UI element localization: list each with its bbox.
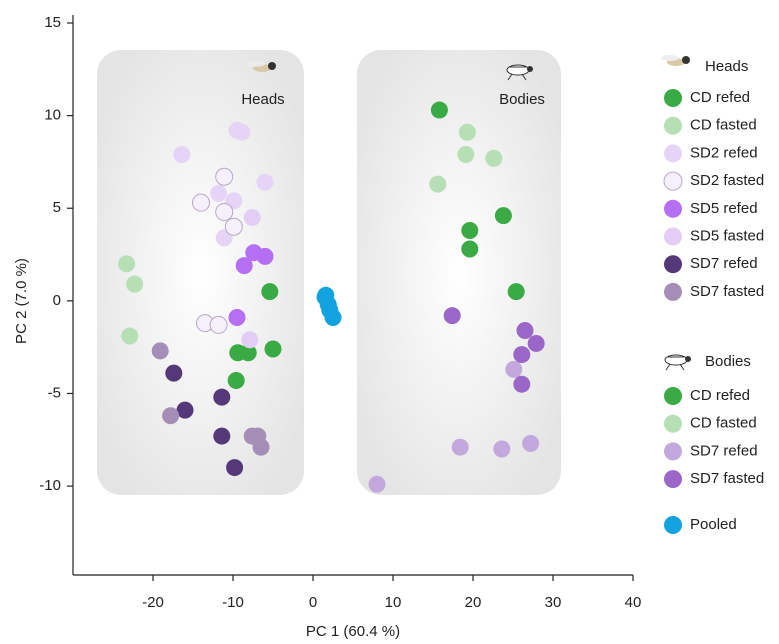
- point: [485, 150, 502, 167]
- legend-marker: [664, 283, 682, 301]
- legend-marker: [664, 255, 682, 273]
- point: [121, 328, 138, 345]
- point: [193, 194, 210, 211]
- point: [461, 222, 478, 239]
- legend-label: SD2 fasted: [690, 172, 764, 189]
- legend-label: Pooled: [690, 516, 737, 533]
- y-tick-label: 10: [44, 107, 61, 124]
- point: [257, 248, 274, 265]
- point: [229, 344, 246, 361]
- legend-label: CD refed: [690, 89, 750, 106]
- legend-marker: [664, 470, 682, 488]
- point: [236, 257, 253, 274]
- point: [452, 439, 469, 456]
- point: [495, 207, 512, 224]
- point: [152, 342, 169, 359]
- point: [210, 185, 227, 202]
- point: [325, 309, 342, 326]
- point: [461, 240, 478, 257]
- y-axis-label: PC 2 (7.0 %): [13, 258, 30, 344]
- x-tick-label: 30: [545, 594, 562, 611]
- y-tick-label: -10: [39, 477, 61, 494]
- point: [528, 335, 545, 352]
- point: [210, 316, 227, 333]
- y-tick-label: 15: [44, 14, 61, 31]
- legend-marker: [664, 516, 682, 534]
- point: [459, 124, 476, 141]
- point: [226, 459, 243, 476]
- point: [213, 428, 230, 445]
- panel-label: Heads: [241, 91, 284, 108]
- point: [253, 439, 270, 456]
- legend-marker: [664, 200, 682, 218]
- point: [213, 389, 230, 406]
- point: [173, 146, 190, 163]
- x-tick-label: 20: [465, 594, 482, 611]
- x-axis-label: PC 1 (60.4 %): [306, 623, 400, 640]
- legend-label: SD5 fasted: [690, 227, 764, 244]
- y-tick-label: 5: [53, 199, 61, 216]
- point: [444, 307, 461, 324]
- point: [118, 255, 135, 272]
- legend-marker: [664, 442, 682, 460]
- legend-label: CD fasted: [690, 415, 757, 432]
- point: [257, 174, 274, 191]
- legend-label: CD fasted: [690, 117, 757, 134]
- legend-label: CD refed: [690, 387, 750, 404]
- point: [241, 331, 258, 348]
- x-tick-label: 40: [625, 594, 642, 611]
- point: [165, 365, 182, 382]
- point: [228, 372, 245, 389]
- point: [369, 476, 386, 493]
- panel-label: Bodies: [499, 91, 545, 108]
- point: [126, 276, 143, 293]
- y-tick-label: 0: [53, 292, 61, 309]
- point: [513, 376, 530, 393]
- legend-marker: [664, 144, 682, 162]
- point: [233, 124, 250, 141]
- point: [162, 407, 179, 424]
- legend-label: SD5 refed: [690, 200, 758, 217]
- legend-label: SD7 refed: [690, 442, 758, 459]
- heads-panel: [97, 50, 304, 495]
- point: [522, 435, 539, 452]
- point: [216, 168, 233, 185]
- point: [216, 203, 233, 220]
- point: [493, 441, 510, 458]
- legend-marker: [664, 387, 682, 405]
- legend-marker: [664, 89, 682, 107]
- point: [457, 146, 474, 163]
- legend-group-title: Bodies: [705, 353, 751, 370]
- legend-marker: [664, 172, 682, 190]
- legend-group-title: Heads: [705, 58, 748, 75]
- point: [517, 322, 534, 339]
- point: [229, 309, 246, 326]
- point: [265, 341, 282, 358]
- point: [508, 283, 525, 300]
- legend-label: SD2 refed: [690, 144, 758, 161]
- x-tick-label: 10: [385, 594, 402, 611]
- legend-label: SD7 fasted: [690, 283, 764, 300]
- point: [244, 209, 261, 226]
- chart: Heads Bodies PC 1 (60.4 %) PC 2 (7.0 %) …: [0, 0, 779, 644]
- legend-label: SD7 refed: [690, 255, 758, 272]
- x-tick-label: -20: [142, 594, 164, 611]
- point: [505, 361, 522, 378]
- legend-marker: [664, 117, 682, 135]
- legend-marker: [664, 415, 682, 433]
- point: [261, 283, 278, 300]
- fly-icon: [661, 55, 690, 66]
- bodies-panel: [357, 50, 561, 495]
- point: [431, 102, 448, 119]
- legend-label: SD7 fasted: [690, 470, 764, 487]
- point: [513, 346, 530, 363]
- x-tick-label: -10: [222, 594, 244, 611]
- y-tick-label: -5: [48, 384, 61, 401]
- legend-marker: [664, 228, 682, 246]
- fly-icon: [665, 355, 691, 370]
- x-tick-label: 0: [309, 594, 317, 611]
- point: [429, 176, 446, 193]
- point: [225, 218, 242, 235]
